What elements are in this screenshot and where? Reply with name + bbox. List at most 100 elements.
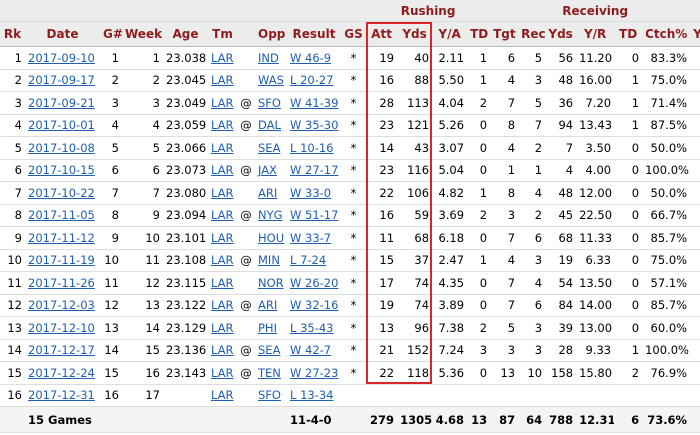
totals-row: 15 Games 11-4-0 279 1305 4.68 13 87 64 788 12.31 6… xyxy=(0,406,700,433)
yds-per-target-cell xyxy=(690,316,700,340)
team-link[interactable]: LAR xyxy=(211,388,234,403)
result-link[interactable]: W 27-17 xyxy=(290,163,339,178)
opponent-link[interactable]: WAS xyxy=(258,73,284,88)
date-link[interactable]: 2017-10-15 xyxy=(28,163,95,178)
opponent-link[interactable]: DAL xyxy=(258,118,281,133)
opponent-link[interactable]: NOR xyxy=(258,275,284,290)
result-link[interactable]: W 46-9 xyxy=(290,50,332,65)
column-header: Age xyxy=(163,21,208,47)
rush-yds-cell: 40 xyxy=(397,46,433,70)
result-link[interactable]: W 42-7 xyxy=(290,343,332,358)
age-cell: 23.094 xyxy=(163,204,208,227)
age-cell: 23.038 xyxy=(163,46,208,70)
team-link[interactable]: LAR xyxy=(211,95,234,110)
team-link[interactable]: LAR xyxy=(211,343,234,358)
opponent-link[interactable]: HOU xyxy=(258,230,285,245)
date-link[interactable]: 2017-12-24 xyxy=(28,365,95,380)
opponent-cell: SEA xyxy=(255,136,287,160)
result-link[interactable]: L 7-24 xyxy=(290,253,327,268)
date-link[interactable]: 2017-09-21 xyxy=(28,95,95,110)
rush-td-cell: 1 xyxy=(467,181,491,205)
team-link[interactable]: LAR xyxy=(211,230,234,245)
opponent-link[interactable]: NYG xyxy=(258,208,283,223)
date-link[interactable]: 2017-12-31 xyxy=(28,388,95,403)
team-link[interactable]: LAR xyxy=(211,185,234,200)
column-header: Rk xyxy=(0,21,25,47)
opponent-link[interactable]: SFO xyxy=(258,95,281,110)
opponent-link[interactable]: SEA xyxy=(258,343,281,358)
total-catch-pct: 73.6% xyxy=(642,406,691,433)
date-link[interactable]: 2017-09-10 xyxy=(28,50,95,65)
opponent-link[interactable]: IND xyxy=(258,50,279,65)
opponent-link[interactable]: JAX xyxy=(258,163,277,178)
result-link[interactable]: W 51-17 xyxy=(290,208,339,223)
column-header: Tm xyxy=(208,21,237,47)
result-link[interactable]: L 20-27 xyxy=(290,73,334,88)
date-link[interactable]: 2017-11-19 xyxy=(28,253,95,268)
opponent-link[interactable]: MIN xyxy=(258,253,280,268)
games-started-cell: * xyxy=(341,271,367,295)
team-link[interactable]: LAR xyxy=(211,298,234,313)
team-link[interactable]: LAR xyxy=(211,365,234,380)
yds-per-target-cell xyxy=(690,159,700,182)
result-link[interactable]: W 33-0 xyxy=(290,185,332,200)
opponent-link[interactable]: ARI xyxy=(258,298,278,313)
result-link[interactable]: L 10-16 xyxy=(290,140,334,155)
rec-td-cell: 0 xyxy=(614,204,643,227)
date-link[interactable]: 2017-10-01 xyxy=(28,118,95,133)
result-link[interactable]: W 27-23 xyxy=(290,365,339,380)
result-cell: W 35-30 xyxy=(287,114,341,137)
week-cell: 3 xyxy=(122,91,163,115)
opponent-link[interactable]: SEA xyxy=(258,140,281,155)
date-link[interactable]: 2017-11-26 xyxy=(28,275,95,290)
date-link[interactable]: 2017-11-05 xyxy=(28,208,95,223)
result-link[interactable]: W 32-16 xyxy=(290,298,339,313)
rush-td-cell: 2 xyxy=(467,316,491,340)
result-link[interactable]: L 13-34 xyxy=(290,388,334,403)
targets-cell: 3 xyxy=(490,339,519,362)
date-link[interactable]: 2017-12-17 xyxy=(28,343,95,358)
rec-yds-cell: 7 xyxy=(545,136,577,160)
opponent-cell: SFO xyxy=(255,91,287,115)
catch-pct-cell: 50.0% xyxy=(642,181,691,205)
date-cell: 2017-09-21 xyxy=(25,91,100,115)
rush-yds-cell: 43 xyxy=(397,136,433,160)
rush-yds-cell: 152 xyxy=(397,339,433,362)
team-link[interactable]: LAR xyxy=(211,140,234,155)
result-link[interactable]: W 26-20 xyxy=(290,275,339,290)
column-header: Att xyxy=(366,21,398,47)
game-row: 1 2017-09-10 1 1 23.038 LAR IND W 46-9 * 19 40 2.11… xyxy=(0,46,700,70)
team-link[interactable]: LAR xyxy=(211,118,234,133)
result-cell: W 41-39 xyxy=(287,91,341,115)
opponent-link[interactable]: TEN xyxy=(258,365,281,380)
team-link[interactable]: LAR xyxy=(211,275,234,290)
date-link[interactable]: 2017-12-10 xyxy=(28,320,95,335)
date-link[interactable]: 2017-11-12 xyxy=(28,230,95,245)
team-link[interactable]: LAR xyxy=(211,253,234,268)
result-link[interactable]: W 35-30 xyxy=(290,118,339,133)
date-cell: 2017-12-17 xyxy=(25,339,100,362)
opponent-link[interactable]: SFO xyxy=(258,388,281,403)
rec-yds-cell: 48 xyxy=(545,69,577,92)
team-link[interactable]: LAR xyxy=(211,163,234,178)
rec-td-cell: 0 xyxy=(614,46,643,70)
date-link[interactable]: 2017-10-08 xyxy=(28,140,95,155)
result-link[interactable]: L 35-43 xyxy=(290,320,334,335)
result-link[interactable]: W 33-7 xyxy=(290,230,332,245)
team-link[interactable]: LAR xyxy=(211,50,234,65)
team-link[interactable]: LAR xyxy=(211,73,234,88)
rank-cell: 5 xyxy=(0,136,25,160)
rush-ya-cell: 5.50 xyxy=(432,69,468,92)
age-cell: 23.129 xyxy=(163,316,208,340)
date-link[interactable]: 2017-09-17 xyxy=(28,73,95,88)
opponent-link[interactable]: ARI xyxy=(258,185,278,200)
catch-pct-cell: 100.0% xyxy=(642,159,691,182)
rec-yr-cell: 3.50 xyxy=(576,136,615,160)
date-link[interactable]: 2017-12-03 xyxy=(28,298,95,313)
receptions-cell: 6 xyxy=(518,294,546,317)
result-link[interactable]: W 41-39 xyxy=(290,95,339,110)
date-link[interactable]: 2017-10-22 xyxy=(28,185,95,200)
opponent-link[interactable]: PHI xyxy=(258,320,277,335)
team-link[interactable]: LAR xyxy=(211,320,234,335)
team-link[interactable]: LAR xyxy=(211,208,234,223)
